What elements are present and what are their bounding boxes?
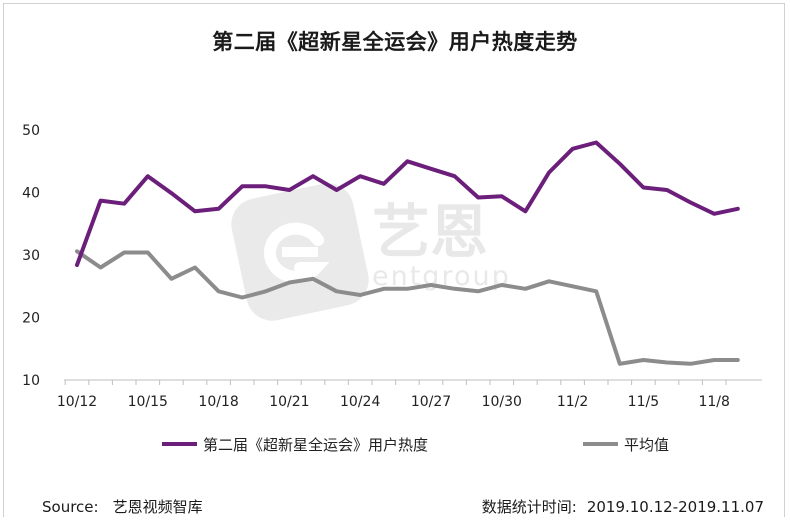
period-value: 2019.10.12-2019.11.07: [586, 498, 764, 516]
chart-frame: [3, 3, 785, 517]
source-note: Source: 艺恩视频智库: [42, 496, 203, 517]
period-note: 数据统计时间: 2019.10.12-2019.11.07: [482, 496, 764, 517]
x-tick-label: 11/2: [557, 394, 588, 410]
source-value: 艺恩视频智库: [112, 498, 203, 516]
x-tick-label: 10/24: [340, 394, 380, 410]
x-tick-label: 11/8: [698, 394, 729, 410]
legend-label: 平均值: [624, 436, 669, 454]
x-tick-label: 10/12: [57, 394, 97, 410]
chart-axes: 10 20 30 40 50 10/12 10/15 10/18 10/21 10/24 10/27…: [22, 123, 762, 410]
series-line: [75, 140, 740, 267]
y-tick-label: 50: [22, 123, 40, 139]
x-tick-label: 10/15: [128, 394, 168, 410]
legend-label: 第二届《超新星全运会》用户热度: [203, 436, 428, 454]
series-layer: [75, 140, 740, 366]
y-tick-label: 40: [22, 186, 40, 202]
series-line: [75, 249, 740, 366]
chart-title: 第二届《超新星全运会》用户热度走势: [212, 30, 578, 54]
watermark-logo: [231, 183, 369, 321]
chart-legend: 第二届《超新星全运会》用户热度 平均值: [162, 436, 669, 454]
x-tick-label: 11/5: [628, 394, 659, 410]
y-tick-label: 20: [22, 311, 40, 327]
x-tick-label: 10/18: [198, 394, 238, 410]
x-tick-label: 10/30: [482, 394, 522, 410]
period-label: 数据统计时间:: [481, 498, 577, 516]
watermark-brand-cn: 艺恩: [372, 198, 488, 266]
y-tick-label: 10: [22, 373, 40, 389]
y-tick-label: 30: [22, 248, 40, 264]
source-label: Source:: [42, 498, 99, 516]
x-tick-label: 10/27: [411, 394, 451, 410]
x-tick-label: 10/21: [269, 394, 309, 410]
